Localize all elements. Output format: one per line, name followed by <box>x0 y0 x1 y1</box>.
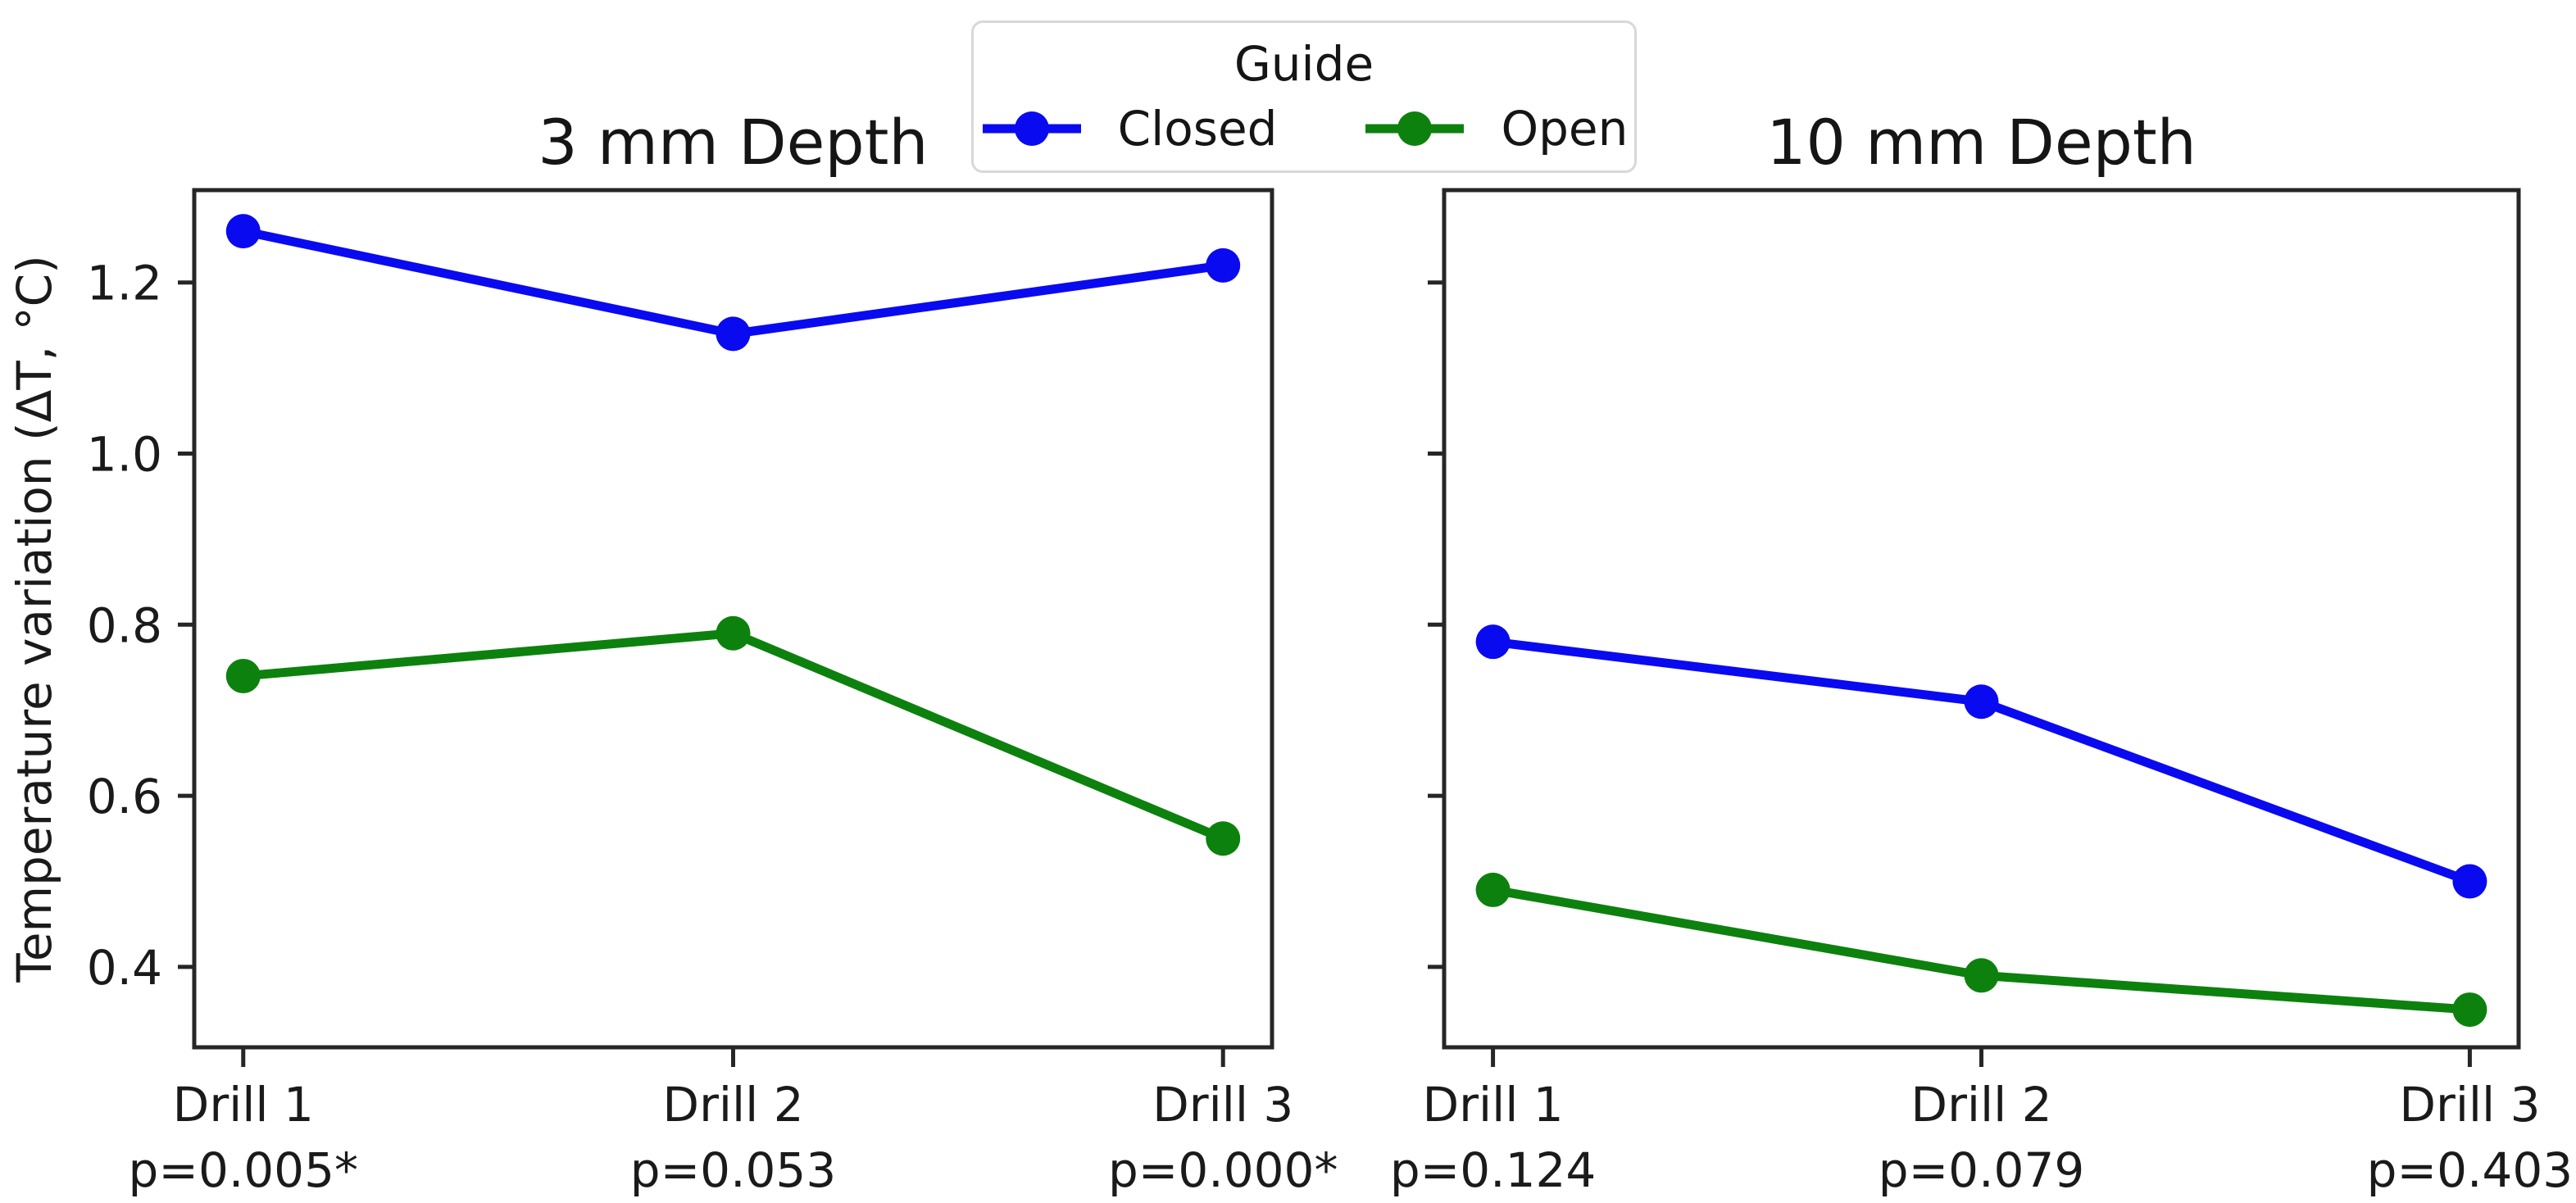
series-line-open <box>239 629 1228 843</box>
data-point-open <box>1964 958 1999 993</box>
x-tick-label-category: Drill 3 <box>1152 1077 1293 1133</box>
data-point-closed <box>2452 864 2487 899</box>
data-point-closed <box>1206 247 1241 283</box>
y-tick-label: 0.8 <box>87 597 162 653</box>
x-tick-label-pvalue: p=0.053 <box>630 1142 836 1198</box>
y-tick-label: 0.6 <box>87 769 162 824</box>
x-tick-label-category: Drill 3 <box>2399 1077 2540 1133</box>
x-tick-label-pvalue: p=0.000* <box>1108 1142 1338 1198</box>
y-tick-label: 1.0 <box>87 427 162 483</box>
x-tick-label-pvalue: p=0.005* <box>129 1142 358 1198</box>
y-tick-label: 0.4 <box>87 940 162 996</box>
x-tick-label-category: Drill 1 <box>173 1077 314 1133</box>
x-tick-label-pvalue: p=0.403 <box>2367 1142 2573 1198</box>
legend-entry-open: Open <box>1363 104 1628 153</box>
data-point-closed <box>1475 624 1511 660</box>
x-tick-label-category: Drill 1 <box>1422 1077 1563 1133</box>
data-point-closed <box>716 316 751 352</box>
closed-marker <box>1014 111 1049 147</box>
legend-label-open: Open <box>1501 101 1629 157</box>
legend-label-closed: Closed <box>1117 101 1278 157</box>
y-axis-label: Temperature variation (ΔT, °C) <box>7 255 62 983</box>
data-point-open <box>1475 872 1511 907</box>
x-tick-label-pvalue: p=0.124 <box>1390 1142 1596 1198</box>
axes-spines-1 <box>1442 188 2521 1050</box>
data-point-open <box>2452 992 2487 1028</box>
legend: Guide Closed Open <box>971 20 1637 173</box>
y-tick-label: 1.2 <box>87 256 162 311</box>
subplot-title-3mm: 3 mm Depth <box>538 106 929 179</box>
data-point-open <box>716 615 751 651</box>
x-tick-label-category: Drill 2 <box>1910 1077 2051 1133</box>
x-tick-label-pvalue: p=0.079 <box>1879 1142 2084 1198</box>
open-marker <box>1397 111 1433 147</box>
legend-entry-closed: Closed <box>980 101 1278 157</box>
data-point-closed <box>225 214 261 249</box>
closed-line-marker-icon <box>982 111 1081 147</box>
x-tick-label-category: Drill 2 <box>662 1077 803 1133</box>
data-point-open <box>225 658 261 693</box>
open-line-marker-icon <box>1365 111 1465 147</box>
subplot-title-10mm: 10 mm Depth <box>1766 106 2197 179</box>
data-point-closed <box>1964 684 1999 720</box>
data-point-open <box>1206 821 1241 856</box>
series-line-closed <box>1488 637 2474 886</box>
legend-row: Closed Open <box>980 101 1628 157</box>
legend-title: Guide <box>1233 35 1374 92</box>
